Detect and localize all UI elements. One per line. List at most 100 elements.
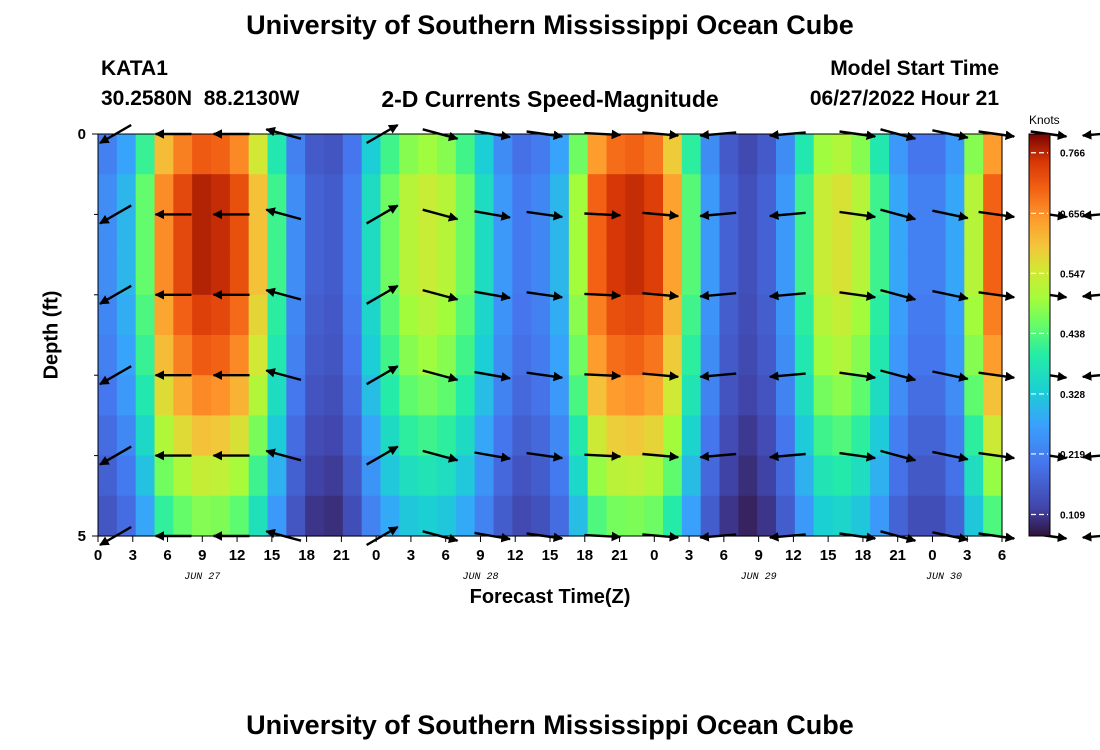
- heatmap-cell: [606, 375, 626, 416]
- heatmap-cell: [474, 174, 495, 215]
- heatmap-cell: [813, 214, 834, 256]
- heatmap-cell: [889, 294, 909, 336]
- heatmap-cell: [907, 254, 928, 296]
- heatmap-cell: [286, 134, 306, 175]
- heatmap-cell: [361, 214, 382, 256]
- heatmap-cell: [248, 214, 269, 256]
- heatmap-cell: [738, 214, 758, 256]
- heatmap-cell: [286, 294, 306, 336]
- heatmap-cell: [437, 415, 457, 457]
- page-title: University of Southern Mississippi Ocean…: [246, 10, 854, 40]
- heatmap-cell: [568, 214, 589, 256]
- heatmap-cell: [644, 294, 664, 336]
- heatmap-cell: [945, 375, 965, 416]
- heatmap-cell: [587, 174, 608, 215]
- heatmap-cell: [550, 455, 570, 497]
- heatmap-cell: [644, 495, 664, 537]
- heatmap-cell: [851, 294, 871, 336]
- heatmap-cell: [437, 294, 457, 336]
- heatmap-cell: [663, 134, 683, 175]
- heatmap-cell: [493, 294, 513, 336]
- heatmap-cell: [926, 375, 947, 416]
- heatmap-cell: [474, 294, 495, 336]
- heatmap-cell: [926, 214, 947, 256]
- heatmap-cell: [116, 214, 137, 256]
- heatmap-cell: [644, 375, 664, 416]
- heatmap-cell: [286, 174, 306, 215]
- current-vector-arrow: [99, 445, 132, 466]
- heatmap-cell: [681, 375, 702, 416]
- heatmap-cell: [889, 375, 909, 416]
- heatmap-cell: [135, 375, 156, 416]
- heatmap-cell: [700, 455, 721, 497]
- heatmap-cell: [418, 294, 438, 336]
- heatmap-cell: [116, 495, 137, 537]
- heatmap-cell: [248, 495, 269, 537]
- heatmap-cell: [286, 495, 306, 537]
- current-vector-arrow: [978, 210, 1016, 221]
- heatmap-cell: [98, 294, 118, 336]
- heatmap-cell: [813, 495, 834, 537]
- heatmap-cell: [531, 294, 551, 336]
- current-vector-arrow: [642, 210, 680, 221]
- heatmap-cell: [361, 455, 382, 497]
- heatmap-cell: [606, 174, 626, 215]
- heatmap-cell: [286, 375, 306, 416]
- heatmap-cell: [663, 455, 683, 497]
- heatmap-cell: [135, 254, 156, 296]
- heatmap-cell: [945, 455, 965, 497]
- heatmap-cell: [512, 134, 532, 175]
- current-vector-arrow: [584, 210, 622, 220]
- heatmap-cell: [983, 134, 1003, 175]
- heatmap-cell: [964, 415, 984, 457]
- heatmap-cell: [154, 294, 174, 336]
- heatmap-cell: [550, 335, 570, 376]
- heatmap-cell: [248, 455, 269, 497]
- heatmap-cell: [870, 174, 890, 215]
- heatmap-cell: [794, 415, 815, 457]
- heatmap-cell: [418, 335, 438, 376]
- heatmap-cell: [248, 375, 269, 416]
- heatmap-cell: [926, 134, 947, 175]
- heatmap-cell: [813, 455, 834, 497]
- heatmap-cell: [380, 214, 400, 256]
- current-vector-arrow: [1081, 451, 1100, 462]
- heatmap-cell: [870, 375, 890, 416]
- heatmap-cell: [794, 134, 815, 175]
- heatmap-cell: [380, 134, 400, 175]
- heatmap-cell: [361, 335, 382, 376]
- heatmap-cell: [851, 455, 871, 497]
- heatmap-cell: [455, 294, 476, 336]
- heatmap-cell: [493, 375, 513, 416]
- x-tick-label: 0: [372, 547, 380, 564]
- heatmap-cell: [832, 375, 852, 416]
- current-vector-arrow: [642, 451, 680, 462]
- heatmap-cell: [983, 174, 1003, 215]
- heatmap-cell: [964, 495, 984, 537]
- heatmap-cell: [305, 375, 325, 416]
- heatmap-cell: [644, 415, 664, 457]
- heatmap-cell: [625, 455, 645, 497]
- x-tick-label: 15: [264, 547, 281, 564]
- heatmap-cell: [832, 134, 852, 175]
- heatmap-cell: [229, 294, 250, 336]
- heatmap-cell: [587, 375, 608, 416]
- heatmap-cell: [945, 415, 965, 457]
- heatmap-cell: [229, 495, 250, 537]
- heatmap-cell: [531, 415, 551, 457]
- heatmap-cell: [568, 134, 589, 175]
- heatmap-cell: [794, 254, 815, 296]
- heatmap-cell: [192, 214, 212, 256]
- x-tick-label: 15: [542, 547, 559, 564]
- colorbar-tick-label: 0.109: [1060, 511, 1085, 522]
- heatmap-cell: [399, 455, 419, 497]
- heatmap-cell: [663, 254, 683, 296]
- heatmap-cell: [681, 174, 702, 215]
- current-vector-arrow: [768, 451, 806, 462]
- heatmap-cell: [437, 455, 457, 497]
- heatmap-cell: [983, 294, 1003, 336]
- current-vector-arrow: [699, 371, 737, 381]
- heatmap-cell: [907, 495, 928, 537]
- current-vector-arrow: [1081, 371, 1100, 381]
- colorbar-tick-label: 0.766: [1060, 149, 1085, 160]
